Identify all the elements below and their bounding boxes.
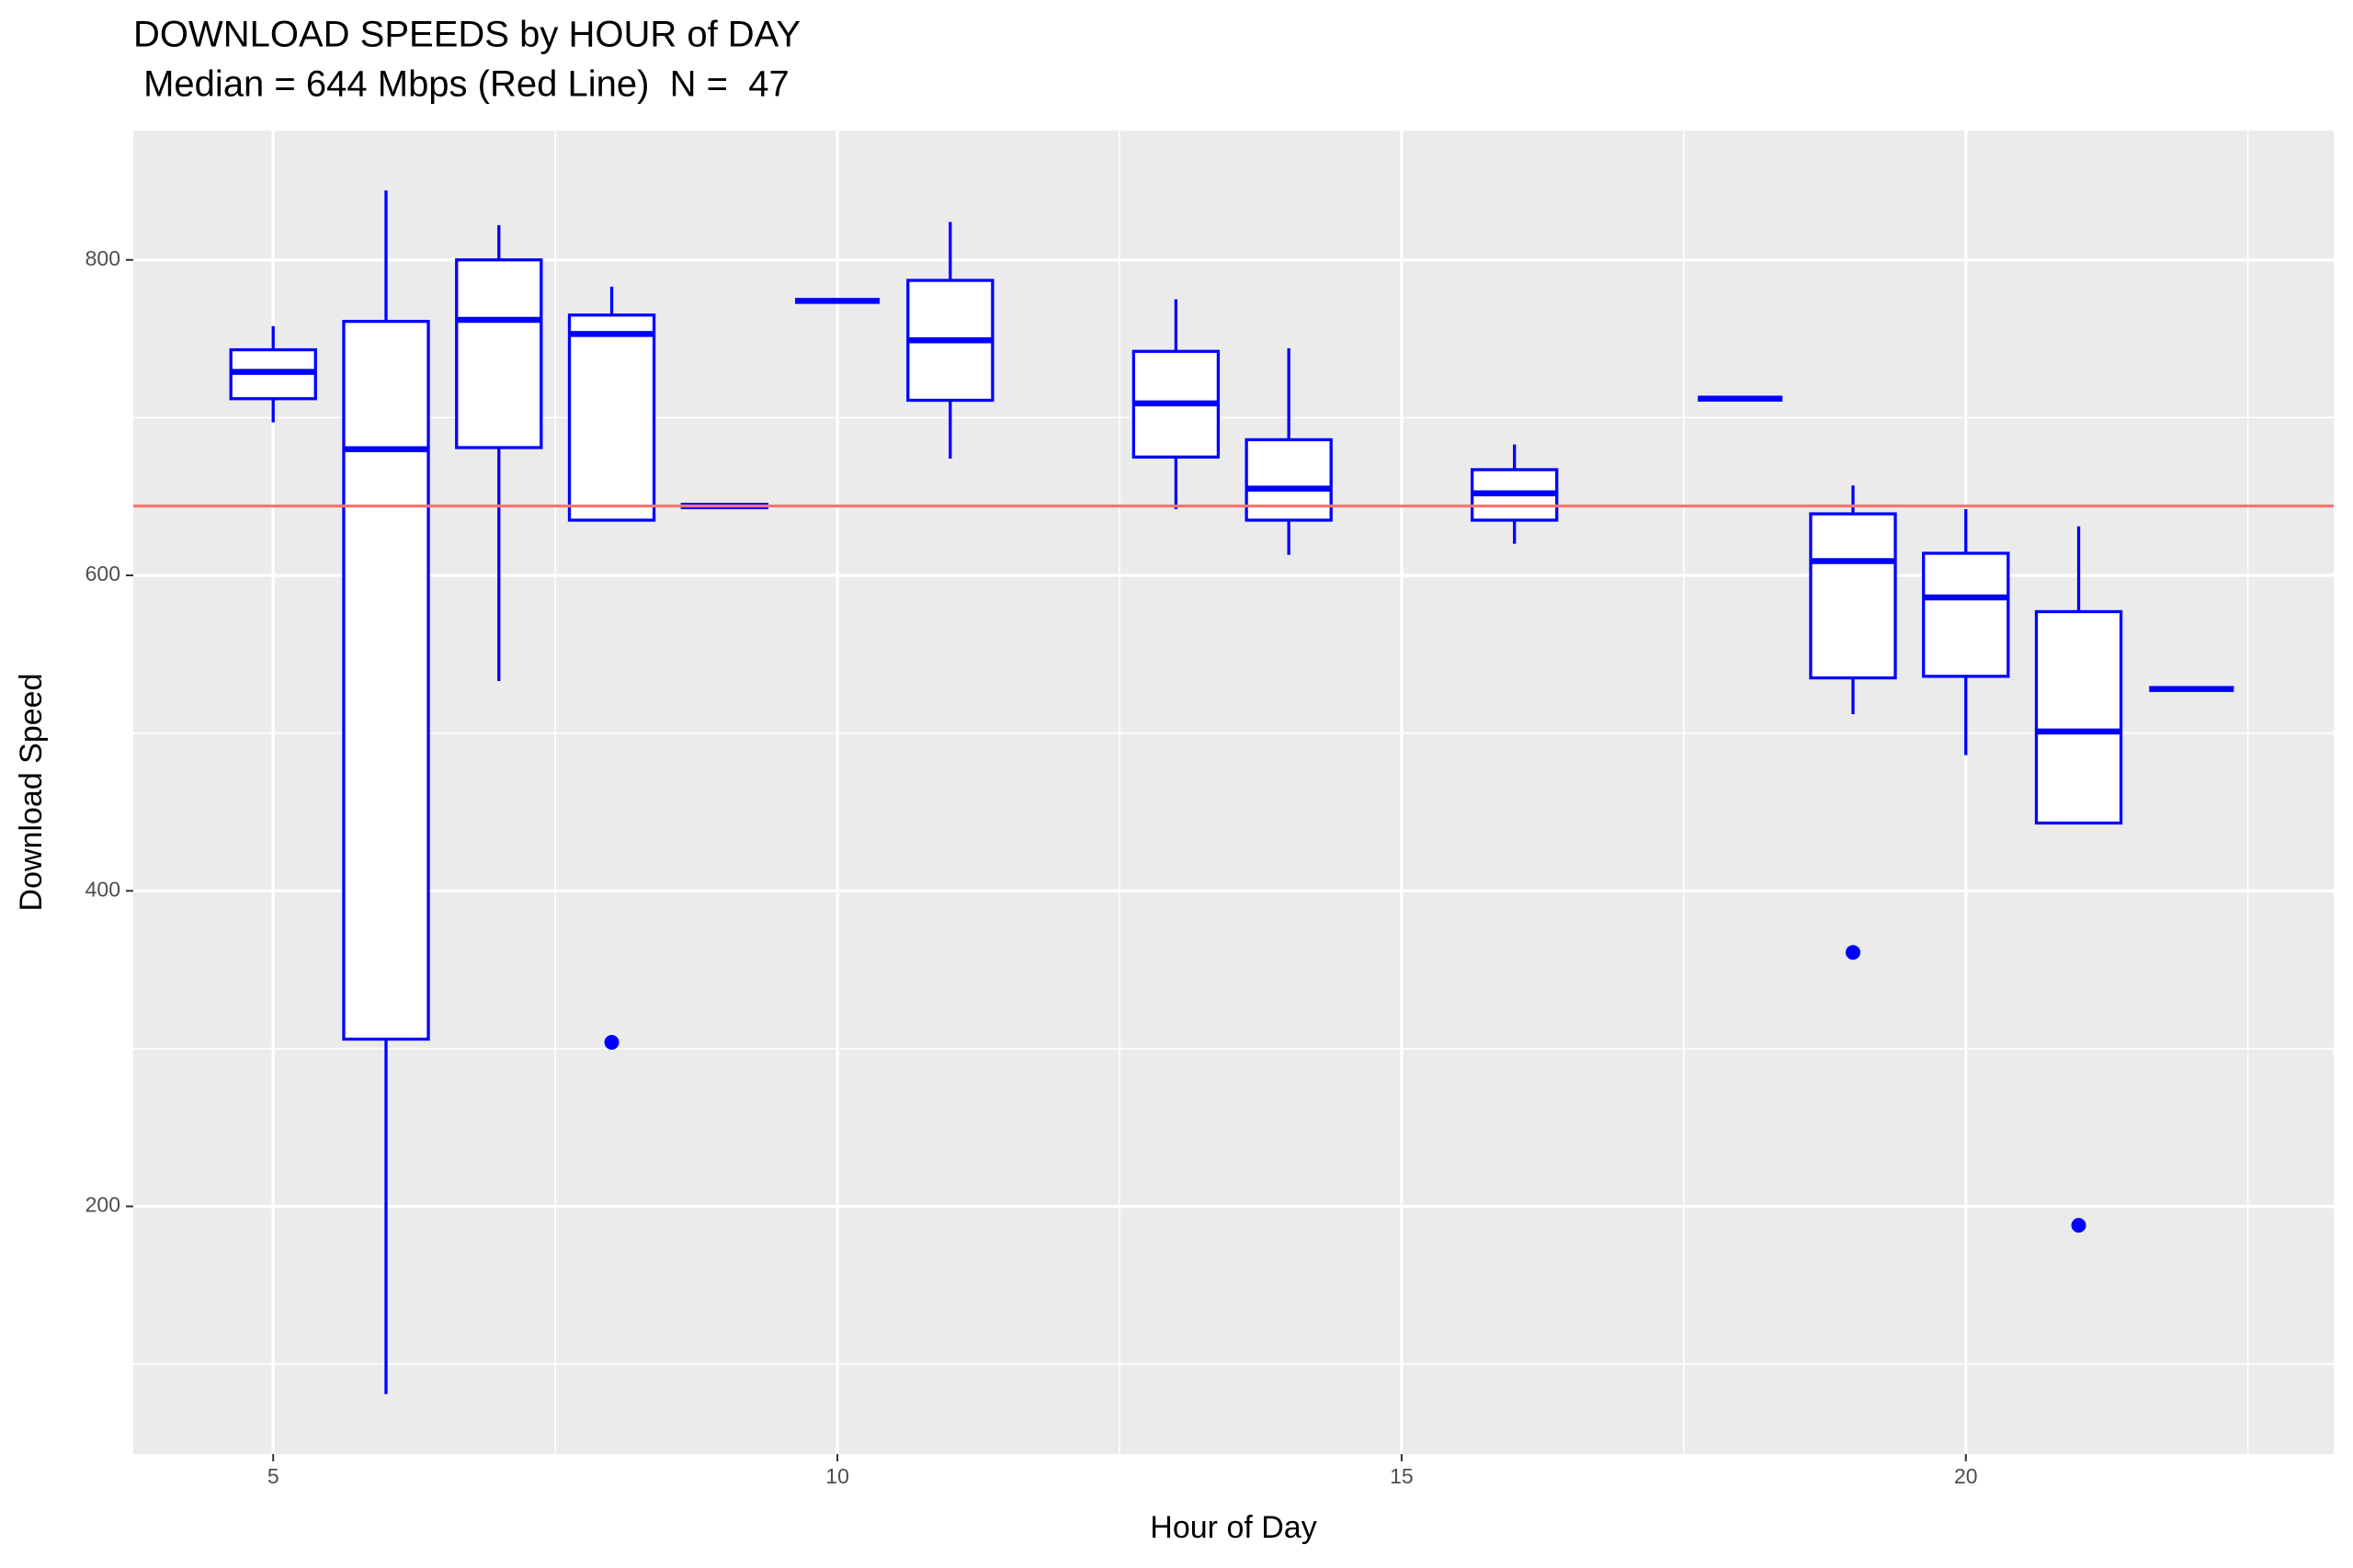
box (1922, 551, 2010, 678)
chart-title: DOWNLOAD SPEEDS by HOUR of DAY (133, 15, 801, 55)
outlier (604, 1035, 620, 1051)
y-tick-label: 200 (85, 1193, 120, 1217)
y-tick-label: 600 (85, 562, 120, 585)
y-axis-title: Download Speed (14, 674, 49, 912)
chart-subtitle: Median = 644 Mbps (Red Line) N = 47 (133, 64, 790, 105)
y-tick-label: 400 (85, 877, 120, 901)
outlier (1846, 945, 1861, 960)
x-tick-label: 15 (1390, 1464, 1414, 1488)
y-tick-label: 800 (85, 246, 120, 270)
box (567, 313, 656, 522)
box (2034, 609, 2123, 825)
x-tick-label: 5 (267, 1464, 279, 1488)
box (342, 320, 430, 1041)
x-axis-title: Hour of Day (1150, 1510, 1316, 1545)
x-tick-label: 10 (825, 1464, 849, 1488)
outlier (2071, 1218, 2086, 1233)
x-tick-label: 20 (1954, 1464, 1978, 1488)
box (1809, 512, 1897, 680)
box (455, 258, 543, 449)
box (1245, 437, 1333, 522)
